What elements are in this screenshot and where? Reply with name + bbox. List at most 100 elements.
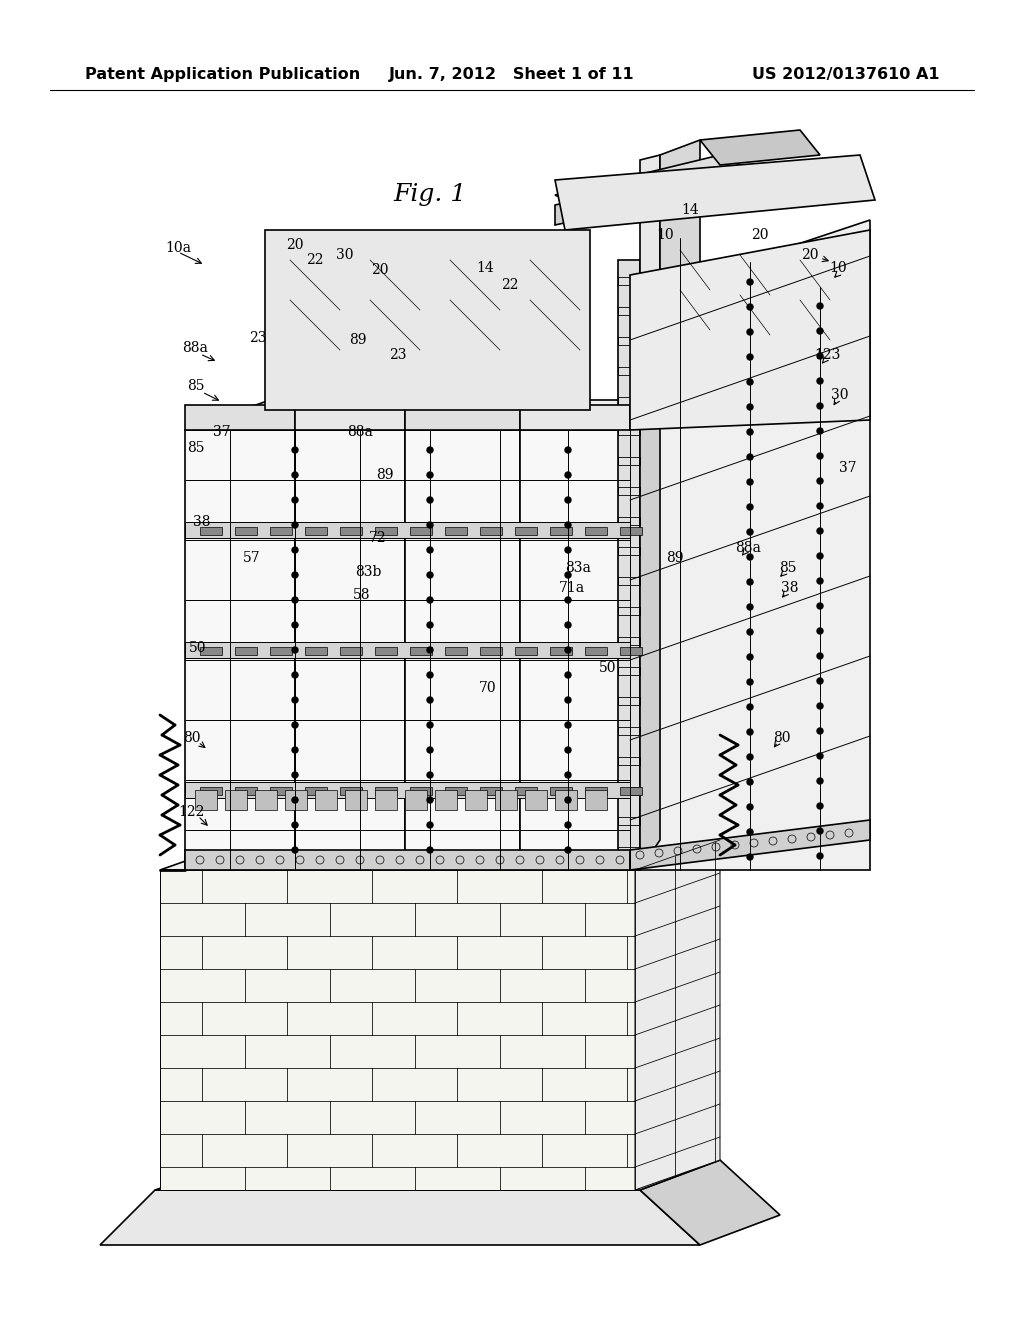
Bar	[620, 787, 642, 795]
Circle shape	[746, 653, 753, 660]
Bar	[375, 647, 397, 655]
Circle shape	[746, 854, 753, 861]
Polygon shape	[555, 154, 740, 205]
Circle shape	[292, 647, 298, 653]
Text: 23: 23	[389, 348, 407, 362]
Bar	[618, 787, 640, 795]
Polygon shape	[525, 789, 547, 810]
Polygon shape	[520, 405, 630, 430]
Circle shape	[292, 498, 298, 503]
Text: 23: 23	[249, 331, 266, 345]
Text: 83a: 83a	[565, 561, 591, 576]
Bar	[410, 787, 432, 795]
Text: 89: 89	[667, 550, 684, 565]
Polygon shape	[345, 789, 367, 810]
Circle shape	[292, 521, 298, 528]
Bar	[445, 787, 467, 795]
Circle shape	[817, 428, 823, 434]
Circle shape	[817, 453, 823, 459]
Circle shape	[292, 747, 298, 752]
Circle shape	[565, 772, 571, 777]
Polygon shape	[700, 129, 820, 165]
Circle shape	[427, 697, 433, 704]
Polygon shape	[185, 521, 630, 539]
Text: 22: 22	[306, 253, 324, 267]
Text: 10: 10	[656, 228, 674, 242]
Text: 85: 85	[187, 441, 205, 455]
Circle shape	[427, 546, 433, 553]
Polygon shape	[375, 789, 397, 810]
Polygon shape	[618, 260, 640, 870]
Bar	[618, 426, 640, 436]
Bar	[618, 727, 640, 735]
Polygon shape	[185, 400, 720, 430]
Bar	[234, 527, 257, 535]
Polygon shape	[265, 230, 590, 411]
Circle shape	[292, 772, 298, 777]
Polygon shape	[406, 405, 520, 430]
Circle shape	[427, 521, 433, 528]
Circle shape	[817, 304, 823, 309]
Circle shape	[817, 704, 823, 709]
Bar	[480, 647, 502, 655]
Bar	[618, 667, 640, 675]
Polygon shape	[630, 220, 870, 870]
Circle shape	[746, 379, 753, 385]
Circle shape	[292, 546, 298, 553]
Polygon shape	[630, 820, 870, 870]
Bar	[410, 647, 432, 655]
Text: 80: 80	[773, 731, 791, 744]
Bar	[234, 647, 257, 655]
Circle shape	[746, 529, 753, 535]
Circle shape	[746, 354, 753, 360]
Polygon shape	[630, 230, 870, 430]
Bar	[618, 517, 640, 525]
Bar	[618, 487, 640, 495]
Circle shape	[427, 847, 433, 853]
Text: 50: 50	[599, 661, 616, 675]
Text: 122: 122	[179, 805, 205, 818]
Bar	[410, 527, 432, 535]
Circle shape	[746, 804, 753, 810]
Circle shape	[817, 628, 823, 634]
Text: 83b: 83b	[354, 565, 381, 579]
Circle shape	[427, 647, 433, 653]
Circle shape	[817, 503, 823, 510]
Circle shape	[817, 603, 823, 609]
Polygon shape	[406, 430, 520, 870]
Polygon shape	[635, 840, 720, 1191]
Polygon shape	[160, 840, 720, 870]
Circle shape	[565, 722, 571, 729]
Text: 70: 70	[479, 681, 497, 696]
Bar	[585, 647, 607, 655]
Polygon shape	[185, 430, 295, 870]
Text: 123: 123	[815, 348, 841, 362]
Text: 58: 58	[353, 587, 371, 602]
Circle shape	[817, 378, 823, 384]
Polygon shape	[406, 789, 427, 810]
Polygon shape	[285, 789, 307, 810]
Bar	[340, 787, 362, 795]
Text: 71a: 71a	[559, 581, 585, 595]
Bar	[305, 787, 327, 795]
Text: 37: 37	[840, 461, 857, 475]
Circle shape	[427, 473, 433, 478]
Circle shape	[565, 521, 571, 528]
Bar	[270, 527, 292, 535]
Bar	[270, 647, 292, 655]
Bar	[340, 527, 362, 535]
Text: 80: 80	[183, 731, 201, 744]
Circle shape	[565, 797, 571, 803]
Circle shape	[746, 579, 753, 585]
Bar	[618, 577, 640, 585]
Circle shape	[565, 672, 571, 678]
Text: 88a: 88a	[347, 425, 373, 440]
Bar	[618, 817, 640, 825]
Bar	[480, 787, 502, 795]
Text: 30: 30	[831, 388, 849, 403]
Circle shape	[427, 498, 433, 503]
Circle shape	[565, 473, 571, 478]
Polygon shape	[660, 140, 700, 285]
Polygon shape	[640, 1160, 780, 1245]
Text: 72: 72	[370, 531, 387, 545]
